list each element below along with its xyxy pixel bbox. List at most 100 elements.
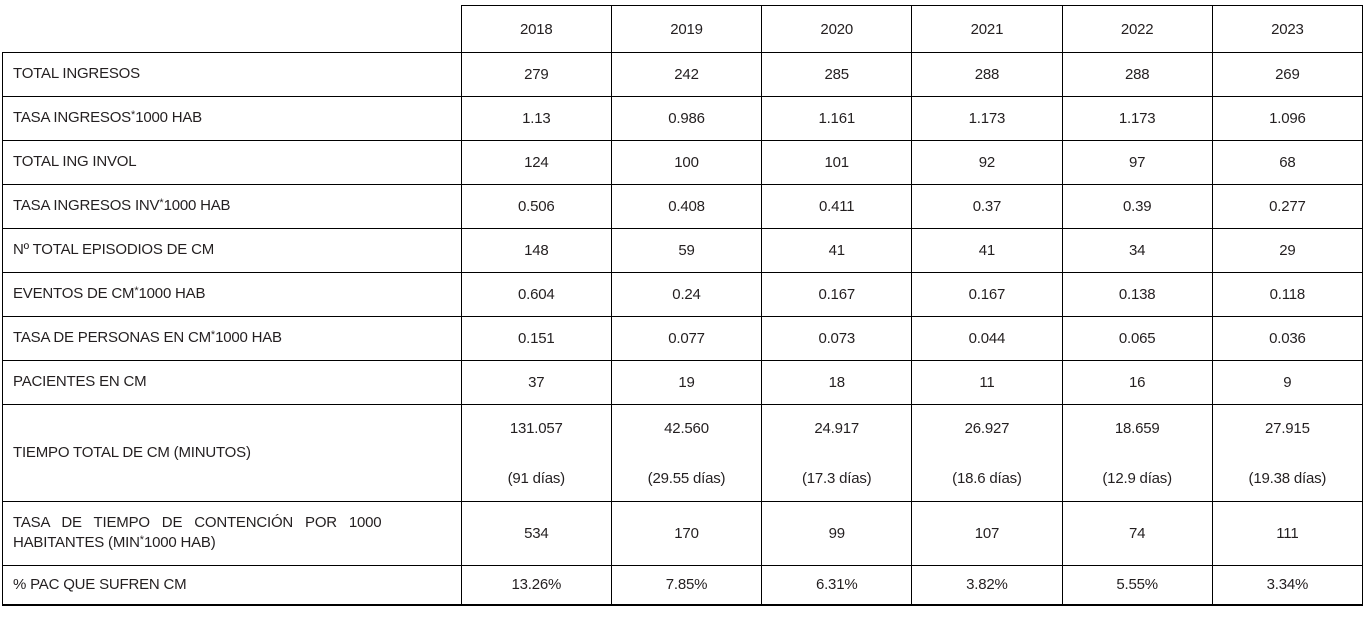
value-cell: 148 [460, 228, 612, 273]
value-cell: 170 [610, 501, 763, 566]
value-cell: 0.604 [460, 272, 612, 317]
year-header-2022: 2022 [1061, 5, 1213, 53]
value-cell: 34 [1061, 228, 1213, 273]
value-cell: 0.044 [911, 316, 1063, 361]
value-main: 131.057 [509, 419, 563, 437]
value-cell: 97 [1061, 140, 1213, 185]
value-main: 27.915 [1265, 419, 1310, 437]
table-row: TIEMPO TOTAL DE CM (MINUTOS) 131.057 (91 d… [2, 404, 1364, 502]
value-cell: 26.927 (18.6 días) [911, 404, 1063, 502]
value-cell: 18.659 (12.9 días) [1061, 404, 1213, 502]
value-cell: 285 [761, 52, 913, 97]
value-cell: 279 [460, 52, 612, 97]
value-cell: 0.138 [1061, 272, 1213, 317]
value-cell: 11 [911, 360, 1063, 405]
value-cell: 111 [1211, 501, 1364, 566]
value-cell: 68 [1211, 140, 1364, 185]
table-row: PACIENTES EN CM 37 19 18 11 16 9 [2, 360, 1364, 405]
value-cell: 74 [1061, 501, 1213, 566]
value-cell: 124 [460, 140, 612, 185]
row-label: Nº TOTAL EPISODIOS DE CM [2, 228, 462, 273]
value-cell: 0.167 [911, 272, 1063, 317]
year-header-2021: 2021 [911, 5, 1063, 53]
year-header-2018: 2018 [460, 5, 612, 53]
value-sub: (12.9 días) [1102, 469, 1172, 487]
value-cell: 37 [460, 360, 612, 405]
table-row: TASA DE PERSONAS EN CM*1000 HAB 0.151 0.07… [2, 316, 1364, 361]
value-cell: 107 [911, 501, 1063, 566]
value-cell: 0.986 [610, 96, 763, 141]
value-cell: 1.13 [460, 96, 612, 141]
value-cell: 41 [911, 228, 1063, 273]
value-cell: 0.118 [1211, 272, 1364, 317]
value-main: 26.927 [964, 419, 1010, 437]
value-cell: 0.036 [1211, 316, 1364, 361]
value-cell: 0.24 [610, 272, 763, 317]
year-header-2020: 2020 [761, 5, 913, 53]
value-main: 24.917 [814, 419, 860, 437]
value-cell: 288 [911, 52, 1063, 97]
table-row: TOTAL ING INVOL 124 100 101 92 97 68 [2, 140, 1364, 185]
value-main: 18.659 [1114, 419, 1160, 437]
value-cell: 7.85% [610, 565, 763, 606]
table-row: TOTAL INGRESOS 279 242 285 288 288 269 [2, 52, 1364, 97]
table-body: TOTAL INGRESOS 279 242 285 288 288 269 TASA ING… [2, 52, 1364, 606]
value-cell: 0.408 [610, 184, 763, 229]
value-cell: 92 [911, 140, 1063, 185]
value-cell: 9 [1211, 360, 1364, 405]
value-sub: (29.55 días) [647, 469, 726, 487]
value-cell: 99 [761, 501, 913, 566]
row-label: TOTAL INGRESOS [2, 52, 462, 97]
row-label: PACIENTES EN CM [2, 360, 462, 405]
row-label: TASA DE TIEMPO DE CONTENCIÓN POR 1000 HAB… [2, 501, 462, 566]
table-row: % PAC QUE SUFREN CM 13.26% 7.85% 6.31% 3.82%… [2, 565, 1364, 606]
row-label: TIEMPO TOTAL DE CM (MINUTOS) [2, 404, 462, 502]
value-cell: 1.096 [1211, 96, 1364, 141]
value-sub: (17.3 días) [801, 469, 872, 487]
table-row: TASA DE TIEMPO DE CONTENCIÓN POR 1000 HAB… [2, 501, 1364, 566]
value-cell: 0.37 [911, 184, 1063, 229]
value-cell: 0.39 [1061, 184, 1213, 229]
value-cell: 19 [610, 360, 763, 405]
value-cell: 18 [761, 360, 913, 405]
value-cell: 288 [1061, 52, 1213, 97]
year-header-2023: 2023 [1211, 5, 1364, 53]
statistics-table-container: 2018 2019 2020 2021 2022 2023 TOTAL INGRESOS 2… [2, 5, 1364, 606]
value-cell: 5.55% [1061, 565, 1213, 606]
value-sub: (19.38 días) [1248, 469, 1327, 487]
value-cell: 534 [460, 501, 612, 566]
row-label: EVENTOS DE CM*1000 HAB [2, 272, 462, 317]
value-cell: 24.917 (17.3 días) [761, 404, 913, 502]
value-cell: 16 [1061, 360, 1213, 405]
containment-statistics-table: 2018 2019 2020 2021 2022 2023 TOTAL INGRESOS 2… [2, 5, 1364, 606]
value-cell: 6.31% [761, 565, 913, 606]
value-cell: 0.077 [610, 316, 763, 361]
corner-cell [2, 5, 462, 53]
row-label: TASA INGRESOS INV*1000 HAB [2, 184, 462, 229]
value-cell: 27.915 (19.38 días) [1211, 404, 1364, 502]
value-cell: 59 [610, 228, 763, 273]
value-sub: (18.6 días) [952, 469, 1022, 487]
table-header: 2018 2019 2020 2021 2022 2023 [2, 5, 1364, 53]
value-cell: 101 [761, 140, 913, 185]
value-cell: 1.173 [911, 96, 1063, 141]
value-cell: 3.34% [1211, 565, 1364, 606]
value-cell: 29 [1211, 228, 1364, 273]
row-label: TASA INGRESOS*1000 HAB [2, 96, 462, 141]
value-cell: 131.057 (91 días) [460, 404, 612, 502]
value-cell: 0.151 [460, 316, 612, 361]
value-cell: 41 [761, 228, 913, 273]
value-cell: 0.411 [761, 184, 913, 229]
value-cell: 3.82% [911, 565, 1063, 606]
table-row: EVENTOS DE CM*1000 HAB 0.604 0.24 0.167 0.16… [2, 272, 1364, 317]
row-label: % PAC QUE SUFREN CM [2, 565, 462, 606]
value-cell: 0.167 [761, 272, 913, 317]
value-cell: 13.26% [460, 565, 612, 606]
value-cell: 0.073 [761, 316, 913, 361]
table-row: TASA INGRESOS*1000 HAB 1.13 0.986 1.161 1.17… [2, 96, 1364, 141]
value-cell: 42.560 (29.55 días) [610, 404, 763, 502]
year-header-2019: 2019 [610, 5, 763, 53]
value-cell: 269 [1211, 52, 1364, 97]
year-header-row: 2018 2019 2020 2021 2022 2023 [2, 5, 1364, 53]
value-cell: 0.277 [1211, 184, 1364, 229]
